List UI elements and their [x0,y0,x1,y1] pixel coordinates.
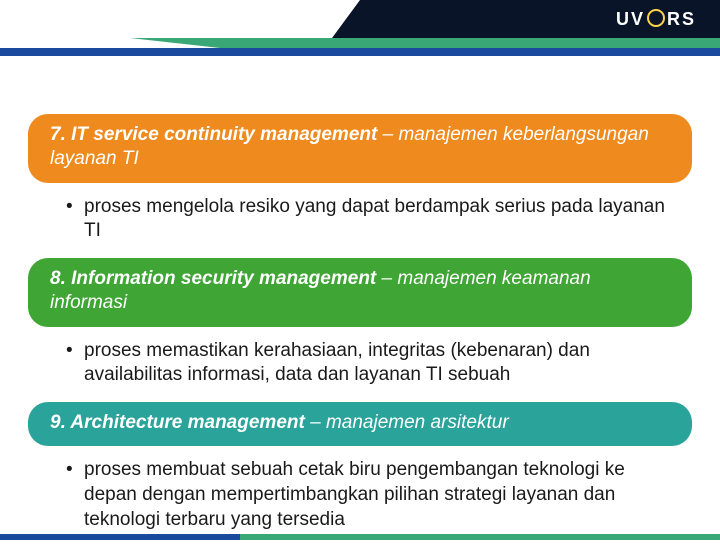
section-header-7: 7. IT service continuity management – ma… [28,114,692,183]
slide-content: 7. IT service continuity management – ma… [0,60,720,556]
section-8-title-bold: 8. Information security management [50,268,376,289]
header-dark-bar: UV RS [360,0,720,38]
logo-suffix: RS [667,9,696,30]
section-header-9: 9. Architecture management – manajemen a… [28,402,692,446]
header-blue-bar [0,48,720,56]
section-7-bullet: proses mengelola resiko yang dapat berda… [66,195,674,244]
section-9-bullet: proses membuat sebuah cetak biru pengemb… [66,458,674,532]
slide-header: UV RS [0,0,720,60]
section-8-bullet: proses memastikan kerahasiaan, integrita… [66,339,674,388]
section-9-title-rest: – manajemen arsitektur [305,412,509,433]
footer-blue-bar [0,534,240,540]
section-7-title-bold: 7. IT service continuity management [50,124,377,145]
logo: UV RS [616,9,696,30]
section-9-title-bold: 9. Architecture management [50,412,305,433]
logo-circle-icon [647,9,665,27]
section-7-body: proses mengelola resiko yang dapat berda… [28,191,692,258]
section-header-8: 8. Information security management – man… [28,258,692,327]
section-9-body: proses membuat sebuah cetak biru pengemb… [28,454,692,546]
section-8-body: proses memastikan kerahasiaan, integrita… [28,335,692,402]
logo-prefix: UV [616,9,645,30]
header-teal-bar [220,38,720,48]
